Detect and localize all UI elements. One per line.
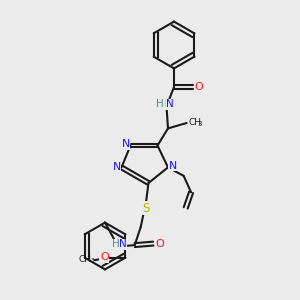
Text: O: O [155, 238, 164, 249]
Text: HN: HN [157, 99, 172, 109]
Text: H: H [156, 99, 164, 109]
Text: N: N [119, 239, 127, 249]
Text: O: O [100, 252, 109, 262]
Text: CH: CH [188, 118, 201, 127]
Text: N: N [122, 139, 130, 149]
Text: N: N [112, 162, 121, 172]
Text: N: N [169, 161, 177, 171]
Text: O: O [195, 82, 204, 92]
Text: CH₃: CH₃ [79, 255, 95, 264]
Text: N: N [166, 99, 174, 109]
Text: S: S [142, 202, 150, 215]
Text: 3: 3 [197, 121, 202, 127]
Text: H: H [112, 239, 120, 249]
